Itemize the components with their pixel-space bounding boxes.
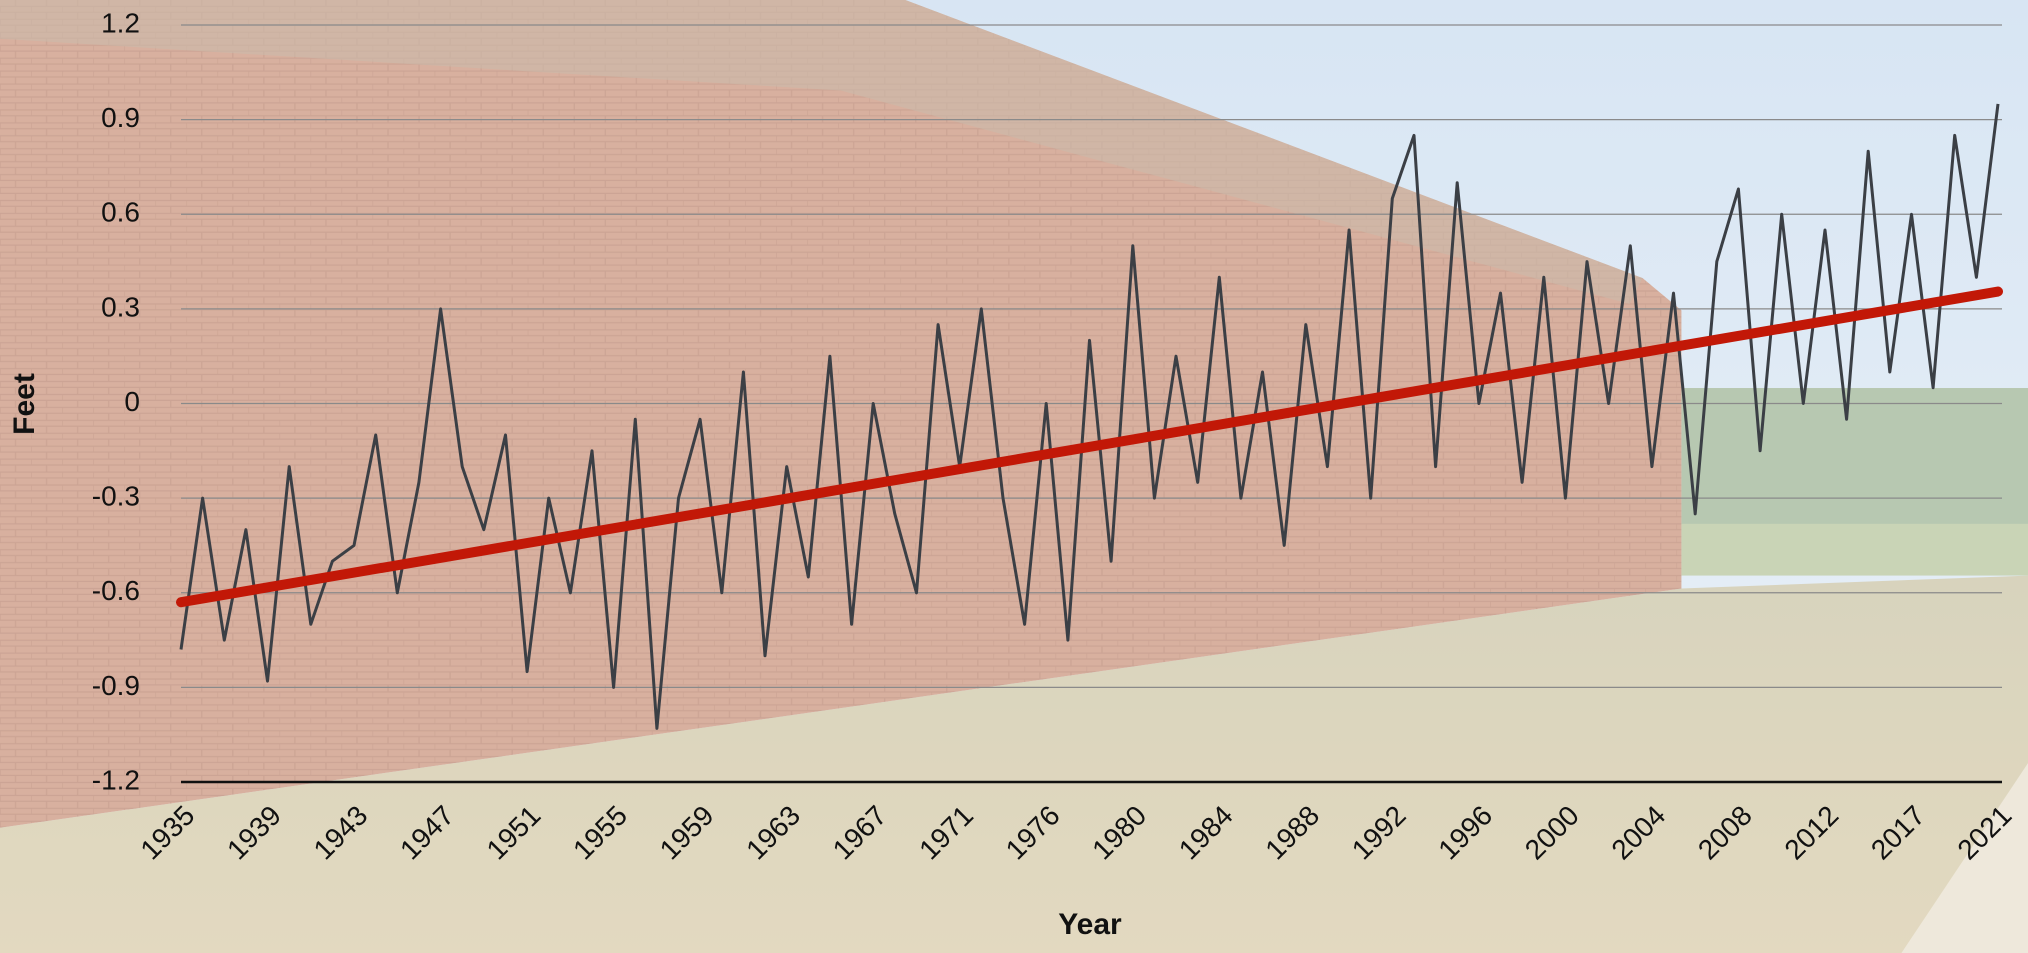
y-tick-label: 1.2 — [101, 7, 140, 38]
y-tick-label: 0.9 — [101, 102, 140, 133]
y-axis-title: Feet — [8, 373, 41, 435]
y-tick-label: 0 — [124, 386, 140, 417]
y-tick-label: 0.3 — [101, 291, 140, 322]
y-tick-label: 0.6 — [101, 197, 140, 228]
y-tick-label: -1.2 — [92, 764, 140, 795]
y-tick-label: -0.3 — [92, 481, 140, 512]
data-line — [179, 103, 2000, 730]
y-tick-label: -0.9 — [92, 670, 140, 701]
trend-line — [176, 286, 2003, 608]
x-axis-title: Year — [1058, 908, 1122, 941]
y-tick-label: -0.6 — [92, 575, 140, 606]
